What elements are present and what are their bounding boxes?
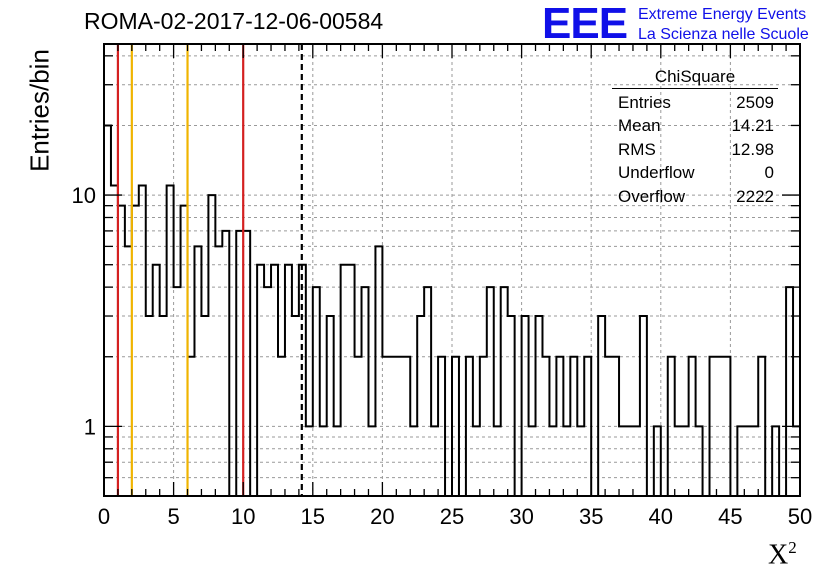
histogram-bin — [139, 186, 146, 496]
x-tick-label: 25 — [440, 504, 464, 529]
histogram-bin — [208, 195, 215, 496]
histogram-bin — [104, 125, 111, 496]
histogram-bin — [194, 246, 201, 496]
x-tick-label: 20 — [370, 504, 394, 529]
logo-line-1: Extreme Energy Events — [638, 6, 807, 23]
y-axis-label: Entries/bin — [24, 49, 55, 172]
x-tick-label: 30 — [509, 504, 533, 529]
histogram-bin — [508, 316, 515, 496]
histogram-bin — [167, 186, 174, 496]
histogram-bin — [257, 265, 264, 496]
x-tick-label: 45 — [718, 504, 742, 529]
y-tick-label: 1 — [84, 414, 96, 439]
histogram-bin — [222, 231, 229, 496]
logo-line-2: La Scienza nelle Scuole — [638, 26, 809, 43]
histogram-bin — [215, 246, 222, 496]
x-tick-label: 15 — [301, 504, 325, 529]
x-tick-label: 50 — [788, 504, 812, 529]
histogram-bin — [146, 316, 153, 496]
histogram-bin — [160, 316, 167, 496]
x-tick-label: 40 — [649, 504, 673, 529]
histogram-bin — [341, 265, 348, 496]
x-tick-label: 10 — [231, 504, 255, 529]
x-axis-label: X2 — [768, 538, 797, 571]
histogram-bin — [536, 316, 543, 496]
stats-row-mean: Mean 14.21 — [618, 116, 774, 136]
stats-box: ChiSquare Entries 2509 Mean 14.21 RMS 12.98… — [612, 66, 778, 208]
x-tick-label: 35 — [579, 504, 603, 529]
histogram-bin — [501, 287, 508, 496]
histogram-bin — [786, 287, 793, 496]
histogram-bin — [417, 316, 424, 496]
stats-row-underflow: Underflow 0 — [618, 163, 774, 183]
histogram-bin — [375, 246, 382, 496]
histogram-bin — [362, 287, 369, 496]
histogram-bin — [174, 287, 181, 496]
histogram-bin — [313, 287, 320, 496]
stats-row-entries: Entries 2509 — [618, 93, 774, 112]
histogram-bin — [285, 265, 292, 496]
x-tick-label: 0 — [98, 504, 110, 529]
stats-row-rms: RMS 12.98 — [618, 139, 774, 159]
plot-title: ROMA-02-2017-12-06-00584 — [84, 8, 384, 34]
histogram-bin — [153, 265, 160, 496]
histogram-bin — [487, 287, 494, 496]
stats-row-overflow: Overflow 2222 — [618, 186, 774, 206]
histogram-bin — [264, 287, 271, 496]
stats-title: ChiSquare — [612, 66, 778, 89]
histogram-bin — [640, 316, 647, 496]
histogram-bin — [327, 316, 334, 496]
histogram-bin — [424, 287, 431, 496]
histogram-bin — [598, 316, 605, 496]
histogram-bin — [292, 316, 299, 496]
histogram-bin — [271, 265, 278, 496]
histogram-bin — [522, 316, 529, 496]
y-tick-label: 10 — [72, 183, 96, 208]
eee-logo: EEE — [542, 0, 628, 48]
histogram-bin — [348, 265, 355, 496]
histogram-bin — [201, 316, 208, 496]
x-tick-label: 5 — [167, 504, 179, 529]
